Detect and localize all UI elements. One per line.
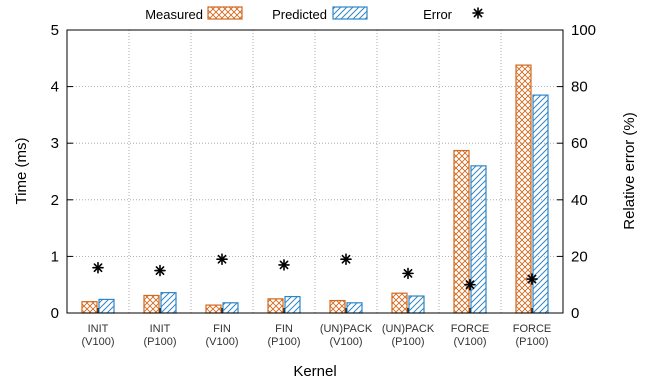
error-point (464, 278, 476, 291)
x-axis-title: Kernel (293, 363, 336, 380)
y2-tick-label: 80 (571, 79, 588, 96)
bar-measured (267, 298, 284, 314)
y2-tick-label: 0 (571, 305, 579, 322)
bar-measured (81, 301, 98, 314)
y-axis-ticks: 0 1 2 3 4 5 (51, 22, 73, 322)
bar-measured (143, 294, 160, 314)
error-point (402, 267, 414, 280)
bar-measured (205, 304, 222, 314)
bar-predicted (98, 298, 115, 314)
bar-predicted (470, 165, 487, 314)
y-tick-label: 3 (51, 135, 59, 152)
bar-measured (329, 299, 346, 314)
bar-predicted (222, 302, 239, 314)
error-point (92, 261, 104, 274)
bar-predicted (532, 94, 549, 314)
x-tick-label: (UN)PACK (V100) (320, 323, 373, 348)
grid-lines (67, 30, 563, 313)
y-tick-label: 5 (51, 22, 59, 39)
x-tick-label: FIN (P100) (267, 323, 300, 348)
error-point (154, 264, 166, 277)
y-axis-title: Time (ms) (13, 138, 30, 205)
x-tick-label: FORCE (V100) (451, 323, 490, 348)
error-point (526, 273, 538, 285)
bar-predicted (408, 295, 425, 314)
legend-measured-swatch (207, 6, 243, 20)
error-markers (92, 253, 538, 291)
legend-measured-label: Measured (145, 7, 203, 22)
x-tick-label: (UN)PACK (P100) (382, 323, 435, 348)
legend-error-asterisk-icon (472, 7, 484, 19)
legend-predicted-label: Predicted (272, 7, 327, 22)
error-point (278, 259, 290, 271)
bar-predicted (160, 292, 177, 314)
y2-tick-label: 100 (571, 22, 596, 39)
legend: Measured Predicted Error (145, 6, 484, 22)
x-tick-label: FIN (V100) (205, 323, 238, 348)
plot-frame (66, 29, 564, 314)
x-tick-label: INIT (P100) (143, 323, 176, 348)
x-axis-ticks: INIT (V100) INIT (P100) FIN (V100) FIN (P100) (U… (81, 308, 551, 348)
bar-predicted (284, 295, 301, 314)
y2-axis-ticks: 0 20 40 60 80 100 (557, 22, 596, 322)
error-point (340, 253, 352, 266)
x-tick-label: INIT (V100) (81, 323, 114, 348)
bar-predicted (346, 302, 363, 314)
bar-measured (391, 292, 408, 314)
y-tick-label: 4 (51, 79, 59, 96)
y2-tick-label: 40 (571, 192, 588, 209)
y2-tick-label: 60 (571, 135, 588, 152)
legend-predicted-swatch (332, 6, 368, 20)
y2-tick-label: 20 (571, 248, 588, 265)
y2-axis-title: Relative error (%) (621, 112, 638, 230)
x-tick-label: FORCE (P100) (513, 323, 552, 348)
y-tick-label: 2 (51, 192, 59, 209)
y-tick-label: 0 (51, 305, 59, 322)
legend-error-label: Error (423, 7, 453, 22)
y-tick-label: 1 (51, 248, 59, 265)
error-point (216, 253, 228, 266)
